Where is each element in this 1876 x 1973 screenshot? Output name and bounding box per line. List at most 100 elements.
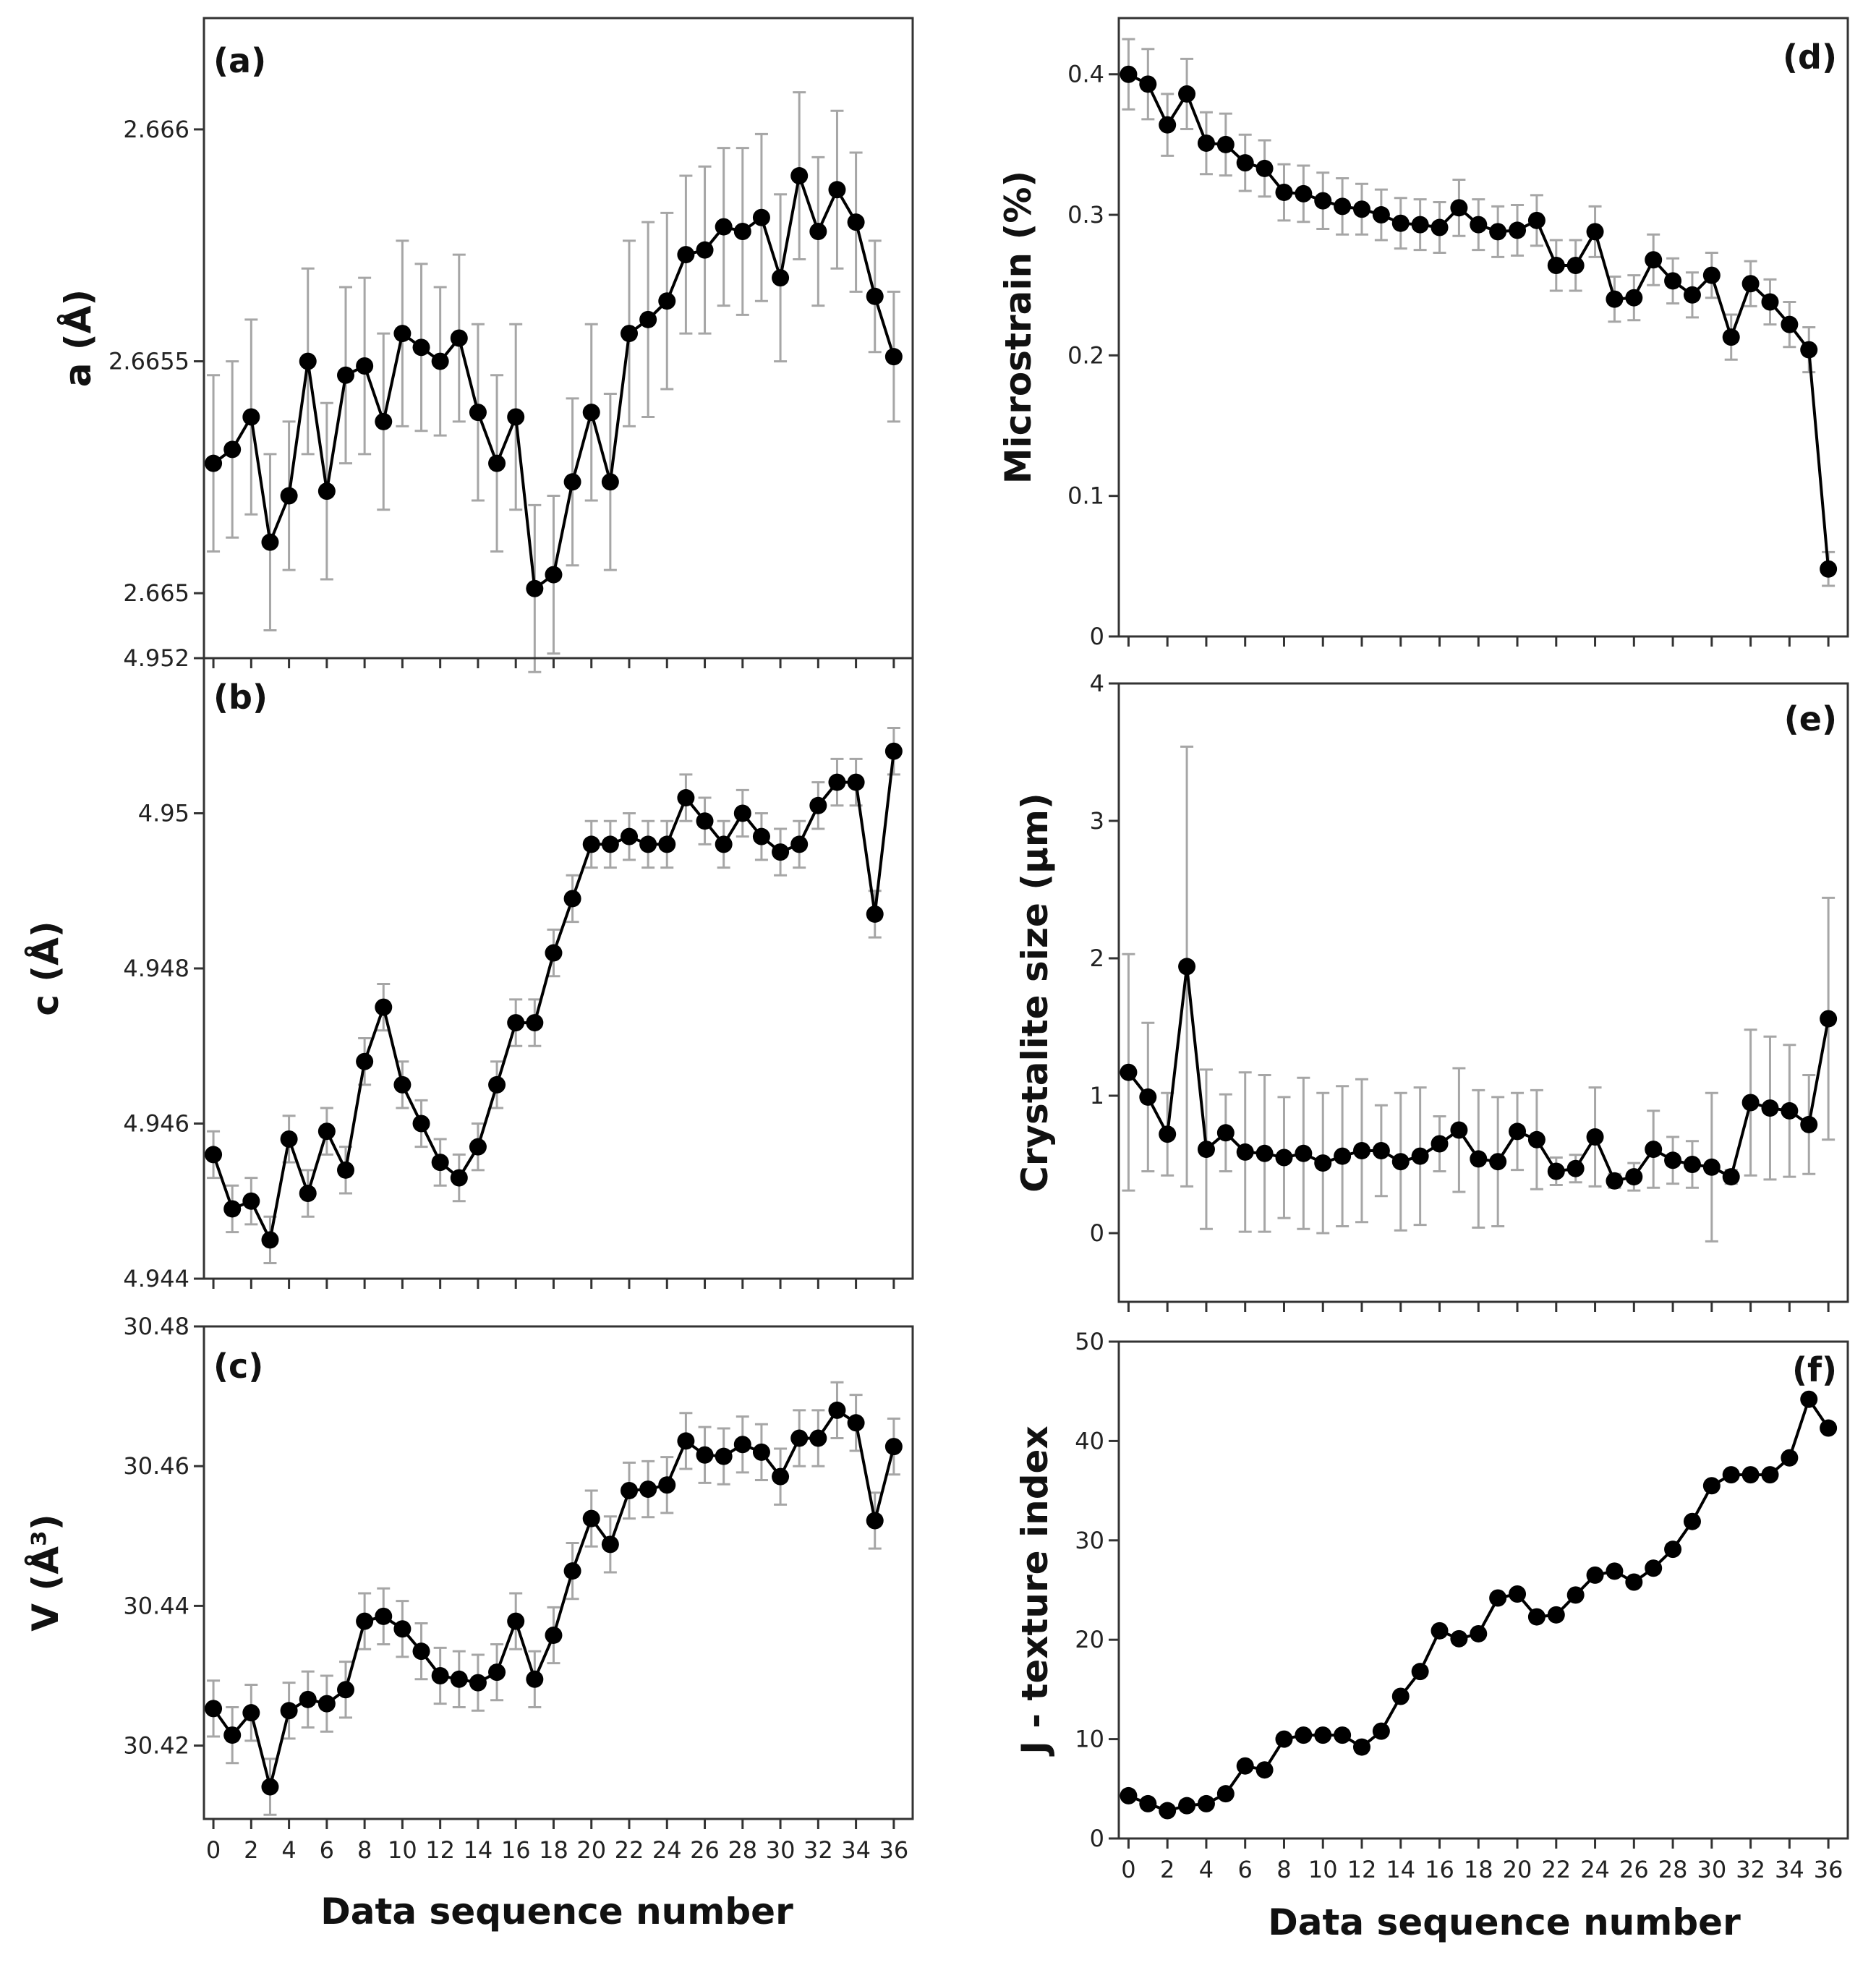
data-point — [790, 167, 809, 185]
data-point — [1139, 1794, 1157, 1812]
data-point — [1625, 1573, 1643, 1591]
data-point — [1178, 958, 1196, 976]
data-point — [639, 835, 657, 853]
data-point — [1450, 1629, 1468, 1648]
data-point — [431, 1666, 449, 1684]
data-point — [1275, 183, 1293, 201]
y-tick-label: 10 — [1075, 1726, 1104, 1753]
plot-frame-d — [1117, 17, 1849, 638]
data-point — [884, 1438, 903, 1456]
data-point — [1800, 1390, 1818, 1408]
data-point — [733, 223, 751, 240]
x-tick-label: 24 — [652, 1836, 682, 1864]
data-point — [1159, 1802, 1177, 1820]
data-point — [526, 1014, 544, 1032]
data-point — [1431, 218, 1449, 236]
data-point — [1216, 135, 1235, 153]
data-point — [1372, 1142, 1390, 1159]
data-point — [431, 1154, 449, 1172]
data-point — [488, 1663, 506, 1682]
data-point — [582, 404, 600, 422]
data-point — [621, 325, 638, 343]
data-point — [545, 1626, 563, 1644]
y-tick-label: 2.666 — [123, 116, 189, 143]
series-line — [1127, 72, 1830, 569]
y-tick-label: 20 — [1075, 1626, 1104, 1653]
y-tick-label: 0.3 — [1067, 201, 1104, 229]
data-point — [733, 1436, 751, 1454]
data-point — [639, 310, 657, 328]
data-point — [828, 773, 846, 791]
y-tick-label: 2.665 — [123, 579, 189, 607]
y-tick-label: 4.948 — [123, 955, 189, 982]
y-tick-label: 0 — [1090, 623, 1104, 650]
data-point — [1702, 1477, 1721, 1495]
chart-panel-e: 0 1 2 3 4 Crystalite size (µm) (e) — [1014, 670, 1849, 1312]
data-point — [356, 1612, 374, 1630]
data-point — [1606, 290, 1624, 308]
y-tick-label: 0.2 — [1067, 341, 1104, 369]
data-point — [223, 1200, 242, 1218]
data-point — [866, 905, 884, 923]
series-line — [1127, 1396, 1830, 1812]
chart-panel-b: 4.944 4.946 4.948 4.95 4.952 c (Å) (b) — [24, 644, 914, 1292]
data-point — [375, 1607, 393, 1625]
data-point — [884, 348, 903, 366]
data-point — [1625, 1168, 1643, 1186]
data-point — [1255, 1761, 1274, 1779]
panel-label-f: (f) — [1792, 1350, 1837, 1389]
y-tick-label: 3 — [1090, 807, 1104, 835]
plot-frame-c — [202, 1325, 914, 1820]
data-point — [317, 482, 336, 500]
data-point — [715, 1447, 733, 1465]
data-point — [1761, 1466, 1779, 1484]
data-point — [1372, 1722, 1390, 1740]
data-point — [1120, 1063, 1138, 1081]
data-point — [790, 1429, 809, 1447]
data-point — [1411, 216, 1429, 234]
data-point — [563, 473, 581, 491]
x-tick-label: 18 — [539, 1836, 568, 1864]
panel-label-e: (e) — [1784, 699, 1837, 738]
y-tick-label: 30.42 — [123, 1732, 189, 1760]
x-tick-label: 8 — [357, 1836, 372, 1864]
x-tick-label: 2 — [1160, 1856, 1174, 1883]
data-point — [1527, 211, 1545, 229]
data-point — [828, 1401, 846, 1419]
data-point — [658, 292, 676, 310]
x-tick-label: 36 — [1814, 1856, 1843, 1883]
data-point — [1489, 1589, 1507, 1607]
data-point — [601, 473, 619, 491]
data-point — [1781, 315, 1799, 333]
data-point — [431, 352, 449, 370]
x-tick-label: 28 — [1658, 1856, 1688, 1883]
data-point — [1236, 1143, 1254, 1161]
data-point — [1702, 266, 1721, 284]
x-tick-label: 18 — [1464, 1856, 1493, 1883]
data-point — [1509, 221, 1527, 239]
data-point — [469, 1138, 487, 1156]
y-tick-label: 4.944 — [123, 1265, 189, 1292]
data-point — [223, 440, 242, 459]
data-point — [393, 1075, 412, 1094]
data-point — [1353, 1142, 1370, 1159]
data-point — [1664, 272, 1682, 290]
data-point — [1741, 275, 1760, 293]
data-point — [1450, 199, 1468, 217]
data-point — [884, 742, 903, 760]
data-point — [469, 1674, 487, 1692]
data-point — [261, 533, 279, 551]
data-point — [1411, 1663, 1429, 1681]
data-point — [696, 241, 714, 259]
data-point — [752, 208, 770, 226]
x-tick-label: 0 — [206, 1836, 221, 1864]
y-tick-label: 0.4 — [1067, 61, 1104, 88]
y-tick-label: 4.952 — [123, 644, 189, 672]
data-point — [1722, 328, 1740, 346]
x-tick-label: 6 — [1238, 1856, 1253, 1883]
data-point — [1566, 257, 1585, 274]
data-point — [563, 1562, 581, 1580]
data-point — [1820, 1010, 1838, 1028]
x-axis-title-left: Data sequence number — [320, 1891, 793, 1932]
data-point — [1295, 184, 1313, 203]
